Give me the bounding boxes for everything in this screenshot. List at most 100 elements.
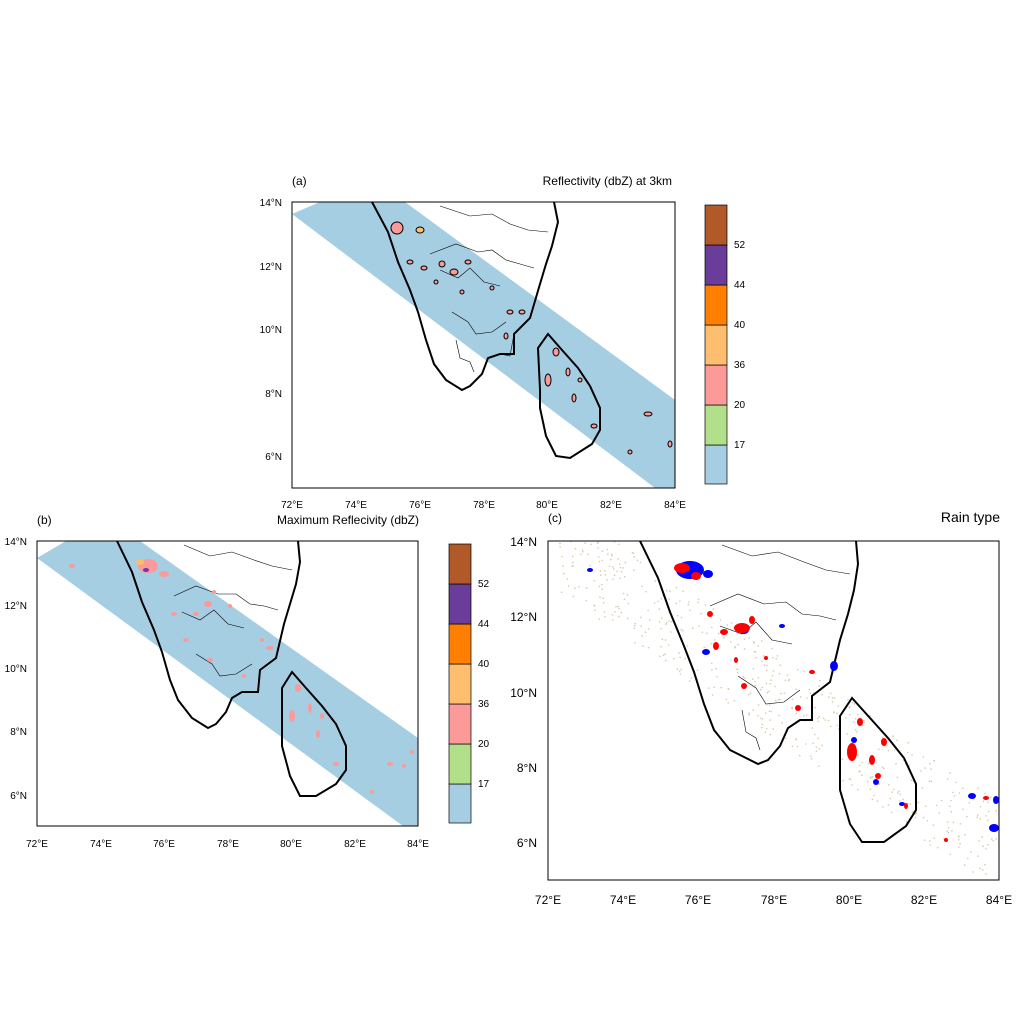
rain-other-dot [889, 797, 892, 800]
lat-tick: 8°N [10, 727, 27, 738]
rain-other-dot [668, 620, 670, 622]
rain-other-dot [727, 687, 729, 690]
lon-tick: 84°E [664, 500, 686, 511]
rain-other-dot [946, 821, 949, 823]
rain-other-dot [612, 619, 614, 621]
rain-other-dot [856, 754, 859, 756]
rain-other-dot [612, 578, 614, 580]
rain-other-dot [763, 664, 766, 666]
rain-other-dot [967, 857, 969, 860]
rain-other-dot [641, 585, 643, 588]
lon-tick: 72°E [26, 839, 48, 850]
rain-other-dot [795, 688, 797, 690]
rain-other-dot [688, 601, 690, 603]
rain-other-dot [851, 702, 854, 704]
rain-other-dot [777, 699, 780, 701]
rain-other-dot [984, 792, 986, 795]
panel-c-lon-ticks: 72°E 74°E 76°E 78°E 80°E 82°E 84°E [535, 893, 1012, 907]
rain-other-dot [940, 799, 943, 802]
rain-other-dot [883, 767, 885, 769]
rain-other-dot [775, 699, 777, 702]
rain-other-dot [753, 642, 755, 644]
lon-tick: 82°E [600, 500, 622, 511]
rain-other-dot [600, 583, 603, 586]
rain-other-dot [627, 602, 630, 605]
rain-other-dot [780, 692, 782, 695]
rain-other-dot [682, 630, 684, 632]
rain-other-dot [814, 733, 816, 736]
rain-other-dot [928, 780, 931, 782]
rain-other-dot [791, 745, 794, 748]
rain-other-dot [620, 571, 623, 573]
rain-other-dot [970, 851, 972, 853]
rain-other-dot [571, 565, 574, 567]
rain-other-dot [633, 556, 635, 558]
rain-other-dot [604, 574, 607, 576]
kerala-region-outline [371, 202, 560, 392]
rain-other-dot [930, 768, 932, 770]
rain-other-dot [952, 821, 955, 824]
rain-other-dot [968, 802, 971, 804]
rain-other-dot [743, 677, 746, 680]
rain-other-dot [837, 705, 840, 707]
rain-other-dot [611, 553, 613, 556]
rain-other-dot [616, 570, 618, 573]
rain-other-dot [574, 587, 576, 589]
rain-other-dot [815, 746, 818, 748]
rain-other-dot [924, 767, 927, 769]
rain-other-dot [678, 652, 680, 654]
rain-other-dot [812, 742, 814, 745]
rain-other-dot [978, 840, 980, 842]
rain-other-dot [658, 621, 661, 623]
rain-other-dot [882, 806, 884, 808]
rain-other-dot [587, 553, 589, 555]
lat-tick: 10°N [260, 325, 282, 336]
rain-other-dot [701, 631, 704, 634]
rain-other-dot [888, 784, 890, 786]
rain-other-dot [636, 559, 639, 562]
lat-tick: 14°N [5, 537, 27, 548]
rain-other-dot [949, 772, 951, 774]
rain-other-dot [774, 685, 776, 688]
lon-tick: 78°E [473, 500, 495, 511]
rain-other-dot [626, 594, 629, 596]
rain-other-dot [911, 811, 914, 813]
rain-other-dot [799, 696, 802, 698]
rain-other-dot [867, 762, 870, 765]
colorbar-label: 52 [734, 240, 746, 251]
rain-other-dot [670, 631, 672, 633]
rain-other-dot [886, 744, 888, 747]
rain-other-dot [564, 536, 566, 538]
rain-other-dot [633, 569, 635, 571]
rain-other-dot [761, 718, 764, 720]
rain-other-dot [775, 658, 777, 660]
rain-other-dot [661, 638, 664, 641]
rain-other-dot [618, 615, 620, 618]
rain-other-dot [632, 552, 635, 555]
rain-other-dot [857, 788, 859, 791]
rain-other-dot [992, 839, 995, 842]
rain-other-dot [995, 809, 997, 812]
rain-other-dot [748, 637, 750, 639]
panel-b-colorbar: 17 20 36 40 44 52 [448, 543, 490, 824]
rain-other-dot [863, 719, 865, 722]
rain-other-dot [727, 702, 729, 704]
lat-tick: 12°N [5, 601, 27, 612]
rain-other-dot [811, 727, 813, 729]
rain-other-dot [764, 731, 767, 733]
panel-b-max-reflectivity: (b) Maximum Reflecivity (dbZ) [5, 513, 490, 850]
lon-tick: 78°E [217, 839, 239, 850]
rain-other-dot [765, 728, 768, 730]
lon-tick: 76°E [153, 839, 175, 850]
rain-other-dot [951, 829, 953, 832]
rain-other-dot [752, 678, 754, 680]
rain-other-dot [736, 633, 739, 635]
rain-other-dot [854, 729, 857, 731]
rain-other-dot [711, 694, 714, 696]
rain-other-dot [895, 762, 897, 765]
rain-other-dot [952, 791, 954, 794]
rain-other-dot [869, 788, 872, 790]
reflectivity-cells [390, 221, 673, 455]
rain-other-dot [849, 706, 851, 709]
